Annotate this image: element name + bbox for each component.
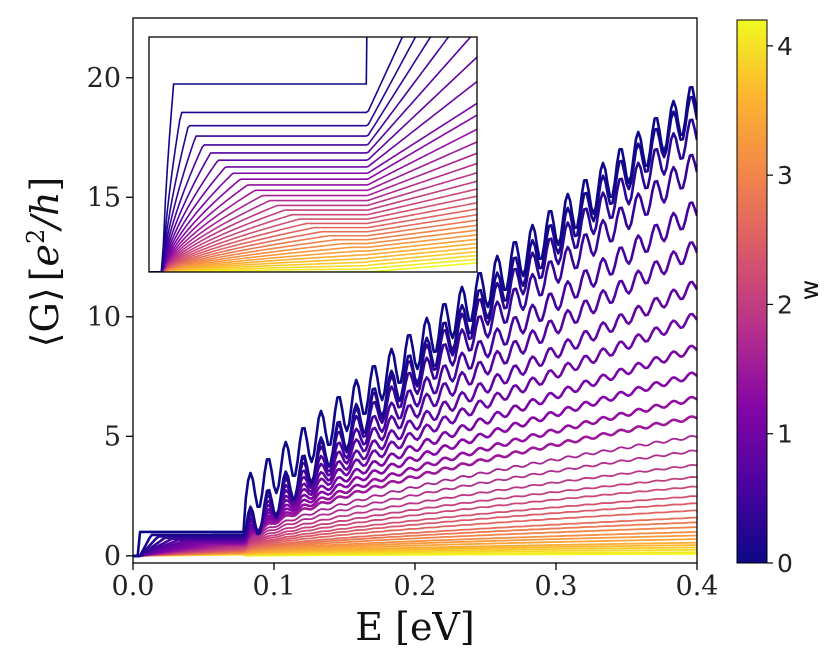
series-line-1 bbox=[133, 95, 697, 558]
x-axis-title: E [eV] bbox=[355, 605, 474, 649]
inset-line-19 bbox=[149, 208, 477, 272]
inset-line-18 bbox=[149, 202, 477, 272]
colorbar-title: w bbox=[795, 280, 824, 300]
colorbar-gradient bbox=[736, 19, 768, 564]
y-axis-unit-open: [ bbox=[23, 267, 67, 282]
inset-line-14 bbox=[149, 172, 477, 272]
inset-line-25 bbox=[149, 238, 477, 272]
inset-line-22 bbox=[149, 224, 477, 272]
inset-line-0 bbox=[149, 37, 368, 272]
inset-series-group bbox=[149, 37, 477, 272]
y-axis-symbol: G bbox=[23, 302, 67, 332]
inset-line-1 bbox=[149, 37, 404, 272]
colorbar-tick-label: 4 bbox=[777, 32, 793, 61]
inset-line-21 bbox=[149, 219, 477, 272]
inset-line-27 bbox=[149, 246, 477, 272]
inset-line-6 bbox=[149, 56, 477, 272]
x-axis-ticks: 0.0 0.1 0.2 0.3 0.4 bbox=[112, 563, 719, 602]
x-tick-label: 0.2 bbox=[394, 571, 437, 602]
colorbar: 0 1 2 3 4 w bbox=[736, 19, 824, 578]
inset-line-7 bbox=[149, 80, 477, 272]
main-series-group bbox=[133, 85, 697, 558]
series-line-13 bbox=[133, 449, 697, 557]
series-line-14 bbox=[133, 463, 697, 557]
y-tick-label: 5 bbox=[104, 421, 121, 452]
inset-line-31 bbox=[149, 262, 477, 272]
inset-frame bbox=[148, 36, 478, 273]
y-axis-unit-e: e bbox=[23, 244, 67, 267]
inset-line-10 bbox=[149, 128, 477, 272]
inset-line-23 bbox=[149, 229, 477, 272]
inset-line-29 bbox=[149, 254, 477, 272]
y-axis-bracket-open: ⟨ bbox=[23, 333, 67, 348]
x-tick-label: 0.4 bbox=[676, 571, 719, 602]
y-tick-label: 0 bbox=[104, 541, 121, 572]
inset-line-9 bbox=[149, 114, 477, 272]
y-tick-label: 10 bbox=[87, 302, 121, 333]
inset-line-20 bbox=[149, 213, 477, 272]
inset-line-15 bbox=[149, 180, 477, 272]
y-axis-bracket-close: ⟩ bbox=[23, 287, 67, 302]
y-axis-unit-sup: 2 bbox=[22, 229, 50, 244]
y-axis-title: ⟨G⟩ [e2/h] bbox=[22, 177, 67, 348]
inset-plot bbox=[148, 36, 478, 273]
x-tick-label: 0.3 bbox=[535, 571, 578, 602]
x-tick-label: 0.0 bbox=[112, 571, 155, 602]
y-axis-unit-close: ] bbox=[23, 177, 67, 192]
inset-line-26 bbox=[149, 242, 477, 272]
inset-line-4 bbox=[149, 37, 450, 272]
inset-line-17 bbox=[149, 195, 477, 272]
inset-line-13 bbox=[149, 162, 477, 272]
inset-line-28 bbox=[149, 250, 477, 272]
inset-line-5 bbox=[149, 37, 472, 272]
colorbar-tick-label: 0 bbox=[777, 549, 793, 578]
series-line-2 bbox=[133, 118, 697, 558]
inset-line-16 bbox=[149, 188, 477, 272]
colorbar-tick-label: 2 bbox=[777, 290, 793, 319]
colorbar-tick-label: 1 bbox=[777, 420, 793, 449]
inset-line-2 bbox=[149, 37, 417, 272]
series-line-0 bbox=[133, 85, 697, 558]
y-axis-ticks: 0 5 10 15 20 bbox=[87, 63, 133, 572]
y-tick-label: 15 bbox=[87, 182, 121, 213]
colorbar-ticks: 0 1 2 3 4 bbox=[767, 32, 793, 578]
inset-line-30 bbox=[149, 258, 477, 272]
inset-line-24 bbox=[149, 234, 477, 272]
x-tick-label: 0.1 bbox=[253, 571, 296, 602]
series-line-15 bbox=[133, 476, 697, 557]
y-axis-unit-h: /h bbox=[23, 191, 67, 232]
inset-line-12 bbox=[149, 152, 477, 272]
colorbar-tick-label: 3 bbox=[777, 161, 793, 190]
inset-line-3 bbox=[149, 37, 432, 272]
inset-line-11 bbox=[149, 141, 477, 272]
y-tick-label: 20 bbox=[87, 63, 121, 94]
inset-line-8 bbox=[149, 102, 477, 272]
